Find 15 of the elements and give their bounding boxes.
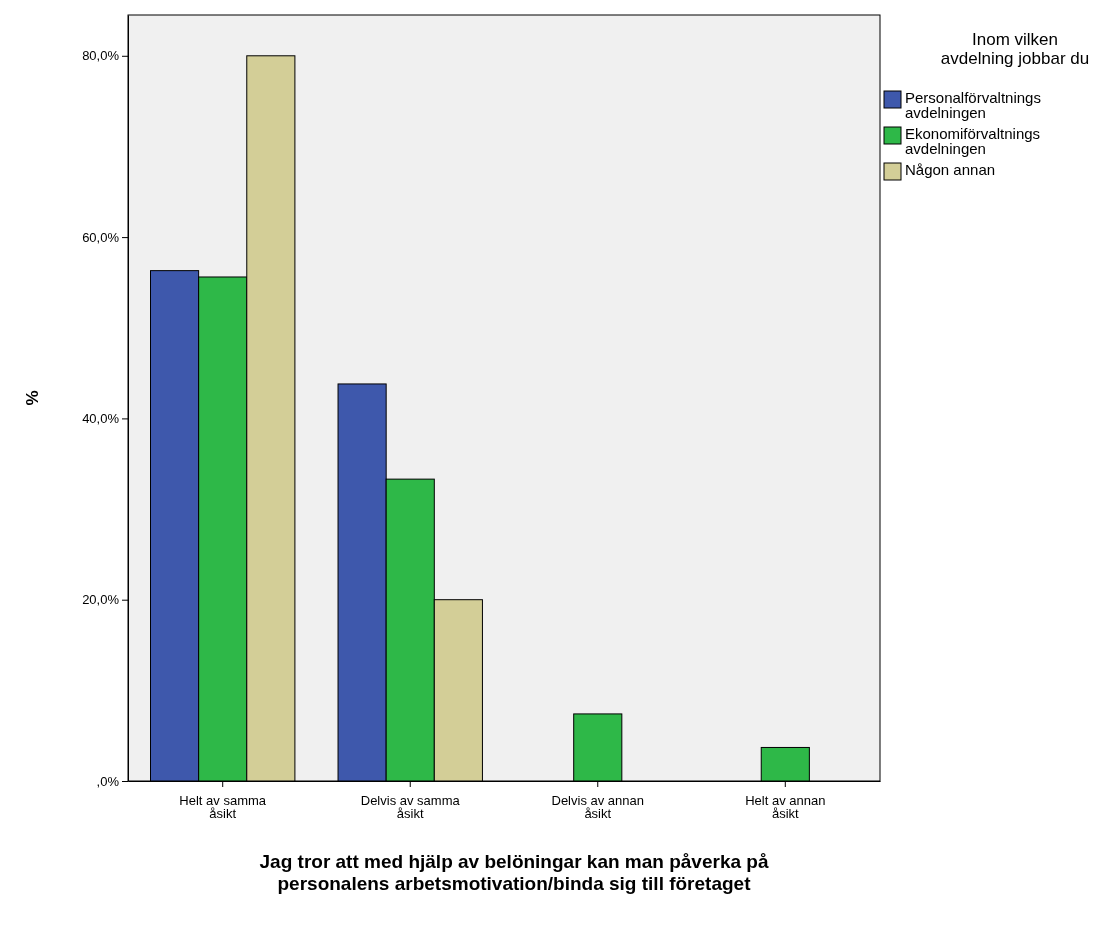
legend-label: Någon annan xyxy=(905,161,996,178)
y-axis-title: % xyxy=(23,390,42,406)
x-tick-label: Delvis av samma åsikt xyxy=(360,793,461,821)
legend-title: Inom vilken avdelning jobbar du xyxy=(940,30,1090,68)
y-tick-label: 40,0% xyxy=(82,411,120,427)
y-tick-label: 80,0% xyxy=(82,48,120,64)
y-tick-label: 20,0% xyxy=(82,592,120,608)
x-axis-title: Jag tror att med hjälp av belöningar kan man påverka på personalens arbetsmotivation/binda sig till företaget xyxy=(259,851,769,894)
y-tick-label: 60,0% xyxy=(82,229,120,245)
legend-label: Personalförvaltnings avdelningen xyxy=(905,89,1041,121)
x-tick-label: Delvis av annan åsikt xyxy=(551,793,645,821)
legend-label: Ekonomiförvaltnings avdelningen xyxy=(905,125,1041,157)
y-tick-label: ,0% xyxy=(96,773,120,789)
x-tick-label: Helt av samma åsikt xyxy=(179,793,267,821)
x-tick-label: Helt av annan åsikt xyxy=(745,793,826,821)
